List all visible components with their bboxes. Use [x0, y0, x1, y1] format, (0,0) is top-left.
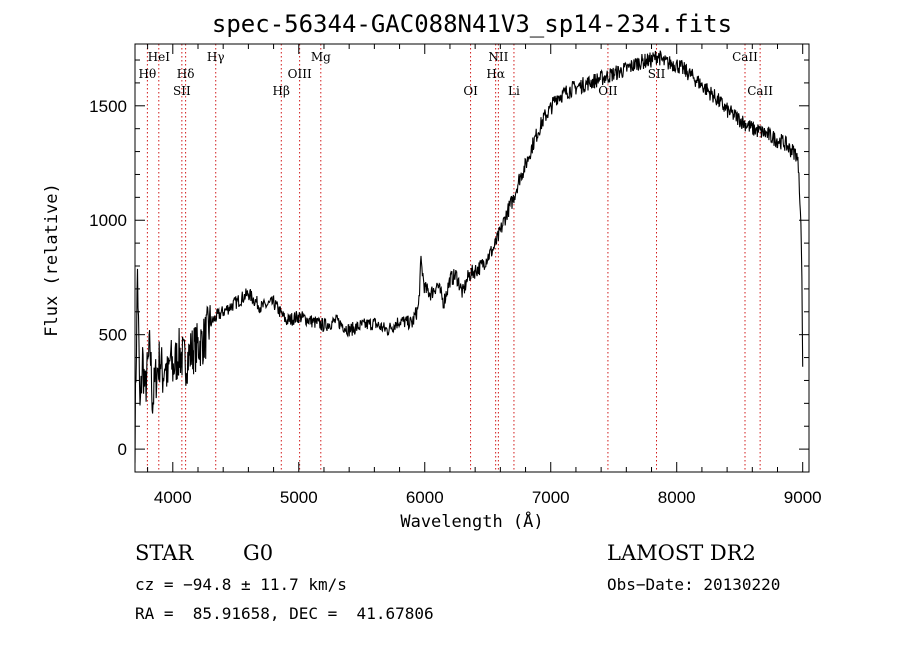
observation-date: Obs−Date: 20130220 — [607, 575, 781, 594]
spectrum-line — [135, 50, 804, 463]
y-tick-label: 500 — [99, 326, 127, 345]
spectral-line-label: NII — [488, 50, 508, 64]
spectral-subclass: G0 — [243, 541, 274, 565]
x-tick-label: 4000 — [154, 488, 192, 507]
x-tick-label: 5000 — [280, 488, 318, 507]
spectral-line-label: Li — [508, 84, 520, 98]
survey-name: LAMOST DR2 — [607, 541, 756, 565]
y-tick-label: 1500 — [89, 97, 127, 116]
x-tick-label: 9000 — [784, 488, 822, 507]
spectral-line-label: Hδ — [177, 67, 195, 81]
spectral-line-label: Hγ — [207, 50, 225, 64]
spectral-line-label: HeI — [148, 50, 171, 64]
y-tick-label: 1000 — [89, 211, 127, 230]
y-axis-label: Flux (relative) — [42, 183, 62, 337]
x-tick-label: 8000 — [658, 488, 696, 507]
plot-frame — [134, 43, 810, 473]
spectral-line-label: Hθ — [138, 67, 156, 81]
x-tick-label: 6000 — [406, 488, 444, 507]
spectral-line-label: OII — [598, 84, 618, 98]
spectral-line-label: CaII — [747, 84, 773, 98]
x-tick-label: 7000 — [532, 488, 570, 507]
spectral-line-label: Mg — [311, 50, 331, 64]
spectral-line-label: Hβ — [273, 84, 290, 98]
spectral-line-label: CaII — [732, 50, 758, 64]
y-tick-label: 0 — [118, 440, 127, 459]
spectral-line-label: Hα — [486, 67, 505, 81]
spectral-line-label: OI — [463, 84, 478, 98]
coordinates-readout: RA = 85.91658, DEC = 41.67806 — [135, 604, 434, 623]
x-axis-label: Wavelength (Å) — [400, 510, 543, 532]
spectral-line-label: OIII — [288, 67, 312, 81]
spectral-line-label: SII — [173, 84, 191, 98]
object-class: STAR — [135, 541, 194, 565]
chart-title: spec-56344-GAC088N41V3_sp14-234.fits — [212, 10, 732, 38]
redshift-readout: cz = −94.8 ± 11.7 km/s — [135, 575, 347, 594]
spectral-line-label: SII — [648, 67, 666, 81]
